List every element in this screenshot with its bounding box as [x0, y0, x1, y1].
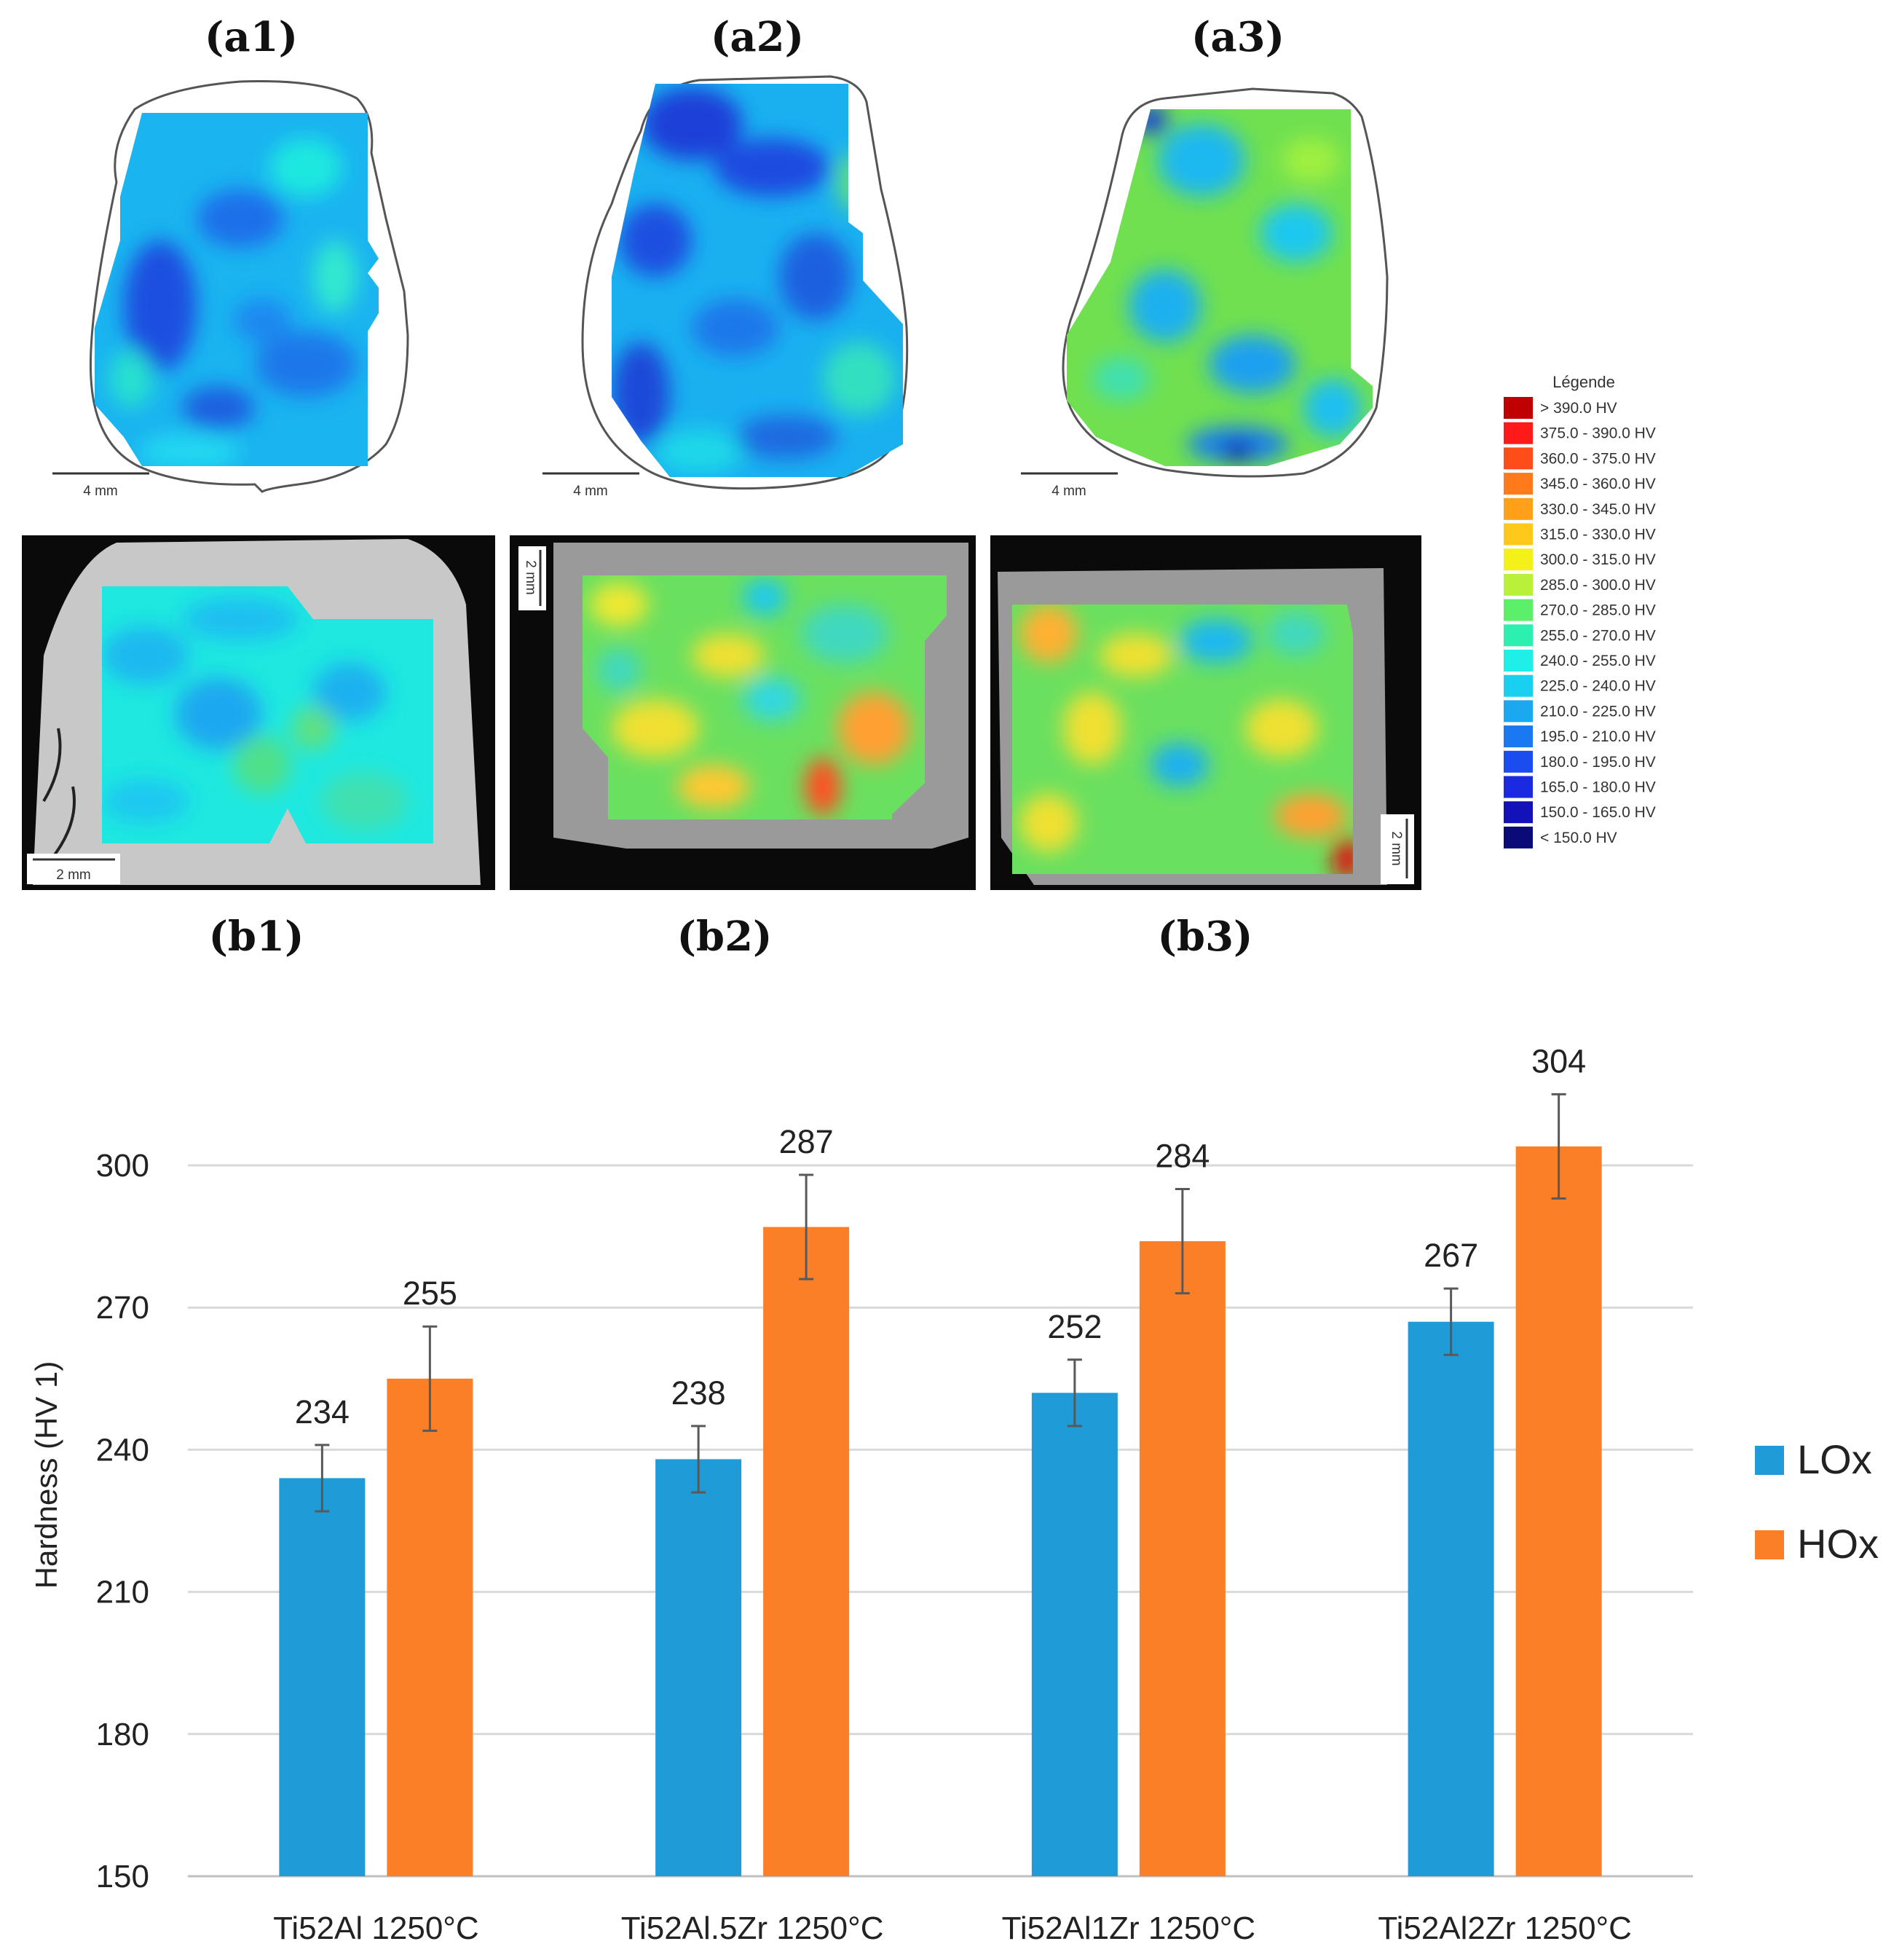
- legend-label-lox: LOx: [1797, 1436, 1872, 1482]
- legend-entry-label: 255.0 - 270.0 HV: [1540, 627, 1656, 644]
- panel-label-b2: (b2): [676, 913, 772, 961]
- legend-swatch: [1504, 700, 1533, 723]
- y-axis-title: Hardness (HV 1): [29, 1361, 63, 1589]
- y-tick-label: 180: [96, 1717, 149, 1752]
- sample-outline-a1: [89, 80, 409, 493]
- legend-swatch: [1504, 826, 1533, 849]
- data-label: 287: [779, 1123, 834, 1160]
- legend-swatch: [1504, 674, 1533, 697]
- y-tick-label: 150: [96, 1859, 149, 1894]
- legend-swatch: [1504, 548, 1533, 571]
- legend-entry-label: 150.0 - 165.0 HV: [1540, 804, 1656, 821]
- legend-swatch: [1504, 497, 1533, 520]
- legend-entry-label: 270.0 - 285.0 HV: [1540, 602, 1656, 619]
- legend-swatch: [1504, 599, 1533, 621]
- legend-swatch: [1504, 573, 1533, 596]
- bar-lox: [279, 1478, 366, 1876]
- data-labels: 234 255 238 287 252 284 267 304: [295, 1042, 1586, 1430]
- legend-entry-label: > 390.0 HV: [1540, 400, 1617, 417]
- bar-hox: [1139, 1241, 1226, 1876]
- legend-swatch: [1504, 801, 1533, 824]
- x-tick-label: Ti52Al 1250°C: [273, 1910, 479, 1946]
- y-tick-label: 210: [96, 1575, 149, 1610]
- scale-label: 2 mm: [523, 560, 538, 595]
- scale-label: 4 mm: [573, 484, 608, 499]
- map-panel-a3: 4 mm: [1021, 87, 1389, 499]
- legend-entry-label: < 150.0 HV: [1540, 830, 1617, 846]
- legend-entry-label: 285.0 - 300.0 HV: [1540, 577, 1656, 594]
- panel-label-a2: (a2): [711, 13, 804, 61]
- legend-label-hox: HOx: [1797, 1521, 1879, 1567]
- legend-swatch-lox: [1755, 1446, 1784, 1475]
- legend-swatch: [1504, 447, 1533, 470]
- x-tick-label: Ti52Al.5Zr 1250°C: [621, 1910, 884, 1946]
- panel-label-b1: (b1): [208, 913, 304, 961]
- data-label: 238: [671, 1374, 726, 1412]
- legend-swatch-hox: [1755, 1530, 1784, 1559]
- legend-swatch: [1504, 523, 1533, 546]
- legend-swatch: [1504, 650, 1533, 672]
- error-bars: [315, 1093, 1566, 1513]
- legend-swatch: [1504, 750, 1533, 773]
- legend-swatch: [1504, 624, 1533, 647]
- bars: [279, 1146, 1602, 1876]
- map-panel-a2: 4 mm: [542, 75, 909, 499]
- bar-hox: [763, 1227, 850, 1876]
- legend-swatch: [1504, 776, 1533, 798]
- x-axis-ticks: Ti52Al 1250°C Ti52Al.5Zr 1250°C Ti52Al1Zr …: [273, 1910, 1632, 1946]
- legend-entry-label: 315.0 - 330.0 HV: [1540, 527, 1656, 543]
- sample-outline-a2: [581, 75, 909, 490]
- data-label: 252: [1047, 1308, 1102, 1345]
- bar-lox: [1031, 1393, 1118, 1876]
- legend-entry-label: 375.0 - 390.0 HV: [1540, 425, 1656, 442]
- y-tick-label: 300: [96, 1148, 149, 1184]
- legend-swatch: [1504, 473, 1533, 495]
- map-panel-b1: 2 mm: [22, 535, 495, 890]
- scale-label: 4 mm: [1051, 484, 1086, 499]
- sample-outline-a3: [1062, 87, 1389, 478]
- data-label: 255: [403, 1275, 457, 1312]
- bar-hox: [387, 1378, 473, 1876]
- x-tick-label: Ti52Al1Zr 1250°C: [1002, 1910, 1256, 1946]
- legend-entry-label: 180.0 - 195.0 HV: [1540, 754, 1656, 771]
- panel-label-a3: (a3): [1191, 13, 1285, 61]
- data-label: 234: [295, 1393, 350, 1430]
- legend-entry-label: 345.0 - 360.0 HV: [1540, 476, 1656, 492]
- bar-lox: [655, 1459, 742, 1876]
- legend-swatch: [1504, 725, 1533, 748]
- data-label: 304: [1531, 1042, 1586, 1079]
- legend-entry-label: 210.0 - 225.0 HV: [1540, 703, 1656, 720]
- legend-entry-label: 330.0 - 345.0 HV: [1540, 501, 1656, 518]
- map-panel-b3: 2 mm: [990, 535, 1421, 890]
- scale-label: 2 mm: [56, 867, 91, 883]
- legend-entry-label: 165.0 - 180.0 HV: [1540, 779, 1656, 796]
- scale-label: 4 mm: [83, 484, 118, 499]
- map-panel-a1: 4 mm: [52, 80, 409, 499]
- chart-legend: LOx HOx: [1755, 1436, 1879, 1567]
- data-label: 284: [1155, 1138, 1210, 1175]
- legend-entry-label: 360.0 - 375.0 HV: [1540, 450, 1656, 467]
- bar-hox: [1515, 1146, 1602, 1876]
- legend-swatch: [1504, 422, 1533, 444]
- legend-title: Légende: [1552, 373, 1615, 391]
- x-tick-label: Ti52Al2Zr 1250°C: [1378, 1910, 1632, 1946]
- panel-label-b3: (b3): [1157, 913, 1252, 961]
- data-label: 267: [1424, 1237, 1478, 1274]
- legend-entry-label: 300.0 - 315.0 HV: [1540, 551, 1656, 568]
- y-axis-ticks: 150 180 210 240 270 300: [96, 1148, 149, 1894]
- legend-entry-label: 240.0 - 255.0 HV: [1540, 653, 1656, 669]
- hardness-bar-chart: 150 180 210 240 270 300 234 255 238 287 252 284 267…: [29, 1042, 1879, 1946]
- legend-entry-label: 225.0 - 240.0 HV: [1540, 678, 1656, 695]
- legend-swatch: [1504, 397, 1533, 419]
- y-tick-label: 240: [96, 1432, 149, 1468]
- map-panel-b2: 2 mm: [510, 535, 976, 890]
- panel-label-a1: (a1): [205, 13, 298, 61]
- legend-entry-label: 195.0 - 210.0 HV: [1540, 728, 1656, 745]
- bar-lox: [1408, 1321, 1494, 1876]
- y-tick-label: 270: [96, 1290, 149, 1326]
- scale-label: 2 mm: [1389, 831, 1404, 866]
- map-color-legend: Légende > 390.0 HV 375.0 - 390.0 HV 360.0 …: [1504, 373, 1656, 849]
